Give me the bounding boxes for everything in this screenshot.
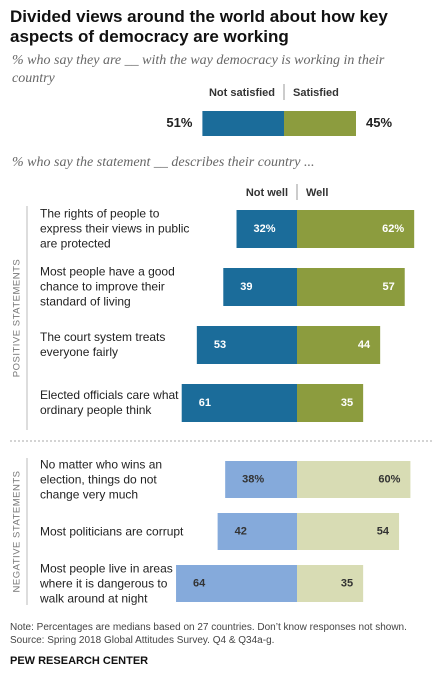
legend-label: Satisfied xyxy=(293,87,339,99)
bar xyxy=(176,565,297,602)
value-label: 39 xyxy=(240,281,252,293)
subtitle: % who say they are __ with the way democ… xyxy=(12,53,385,86)
value-label: 61 xyxy=(199,397,211,409)
group-label: POSITIVE STATEMENTS xyxy=(12,259,23,377)
value-label: 57 xyxy=(382,281,394,293)
category-label: The rights of people to express their vi… xyxy=(40,206,190,251)
subtitle: % who say the statement __ describes the… xyxy=(12,155,315,170)
legend-label: Not satisfied xyxy=(209,87,275,99)
bar xyxy=(217,513,297,550)
value-label: 54 xyxy=(377,525,390,537)
legend-label: Well xyxy=(306,187,328,199)
value-label: 60% xyxy=(378,473,400,485)
category-label: The court system treats everyone fairly xyxy=(40,330,166,359)
bar xyxy=(236,210,297,248)
footer: PEW RESEARCH CENTER xyxy=(10,655,149,667)
value-label: 35 xyxy=(341,577,353,589)
value-label: 42 xyxy=(235,525,247,537)
group-label: NEGATIVE STATEMENTS xyxy=(12,471,23,593)
value-label: 64 xyxy=(193,577,206,589)
bar xyxy=(297,461,411,498)
value-label: 51% xyxy=(166,115,192,130)
bar xyxy=(297,565,364,602)
value-label: 53 xyxy=(214,339,226,351)
value-label: 45% xyxy=(366,115,392,130)
bar xyxy=(297,268,405,306)
value-label: 38% xyxy=(242,473,264,485)
bar xyxy=(225,461,297,498)
category-label: Most politicians are corrupt xyxy=(40,524,184,538)
title: Divided views around the world about how… xyxy=(10,7,388,46)
category-label: Most people live in areas where it is da… xyxy=(40,561,173,605)
bar xyxy=(223,268,297,306)
value-label: 44 xyxy=(358,339,371,351)
bar xyxy=(297,210,415,248)
bar xyxy=(297,326,381,364)
bar xyxy=(297,384,364,422)
bar xyxy=(181,384,297,422)
bar xyxy=(196,326,297,364)
value-label: 35 xyxy=(341,397,353,409)
legend-label: Not well xyxy=(246,187,288,199)
category-label: No matter who wins an election, things d… xyxy=(40,457,163,501)
bar xyxy=(202,111,284,136)
value-label: 62% xyxy=(382,223,404,235)
value-label: 32% xyxy=(254,223,276,235)
category-label: Elected officials care what ordinary peo… xyxy=(40,388,179,417)
note: Note: Percentages are medians based on 2… xyxy=(10,622,407,633)
bar xyxy=(297,513,400,550)
source: Source: Spring 2018 Global Attitudes Sur… xyxy=(10,635,275,646)
category-label: Most people have a good chance to improv… xyxy=(40,264,175,309)
bar xyxy=(284,111,356,136)
